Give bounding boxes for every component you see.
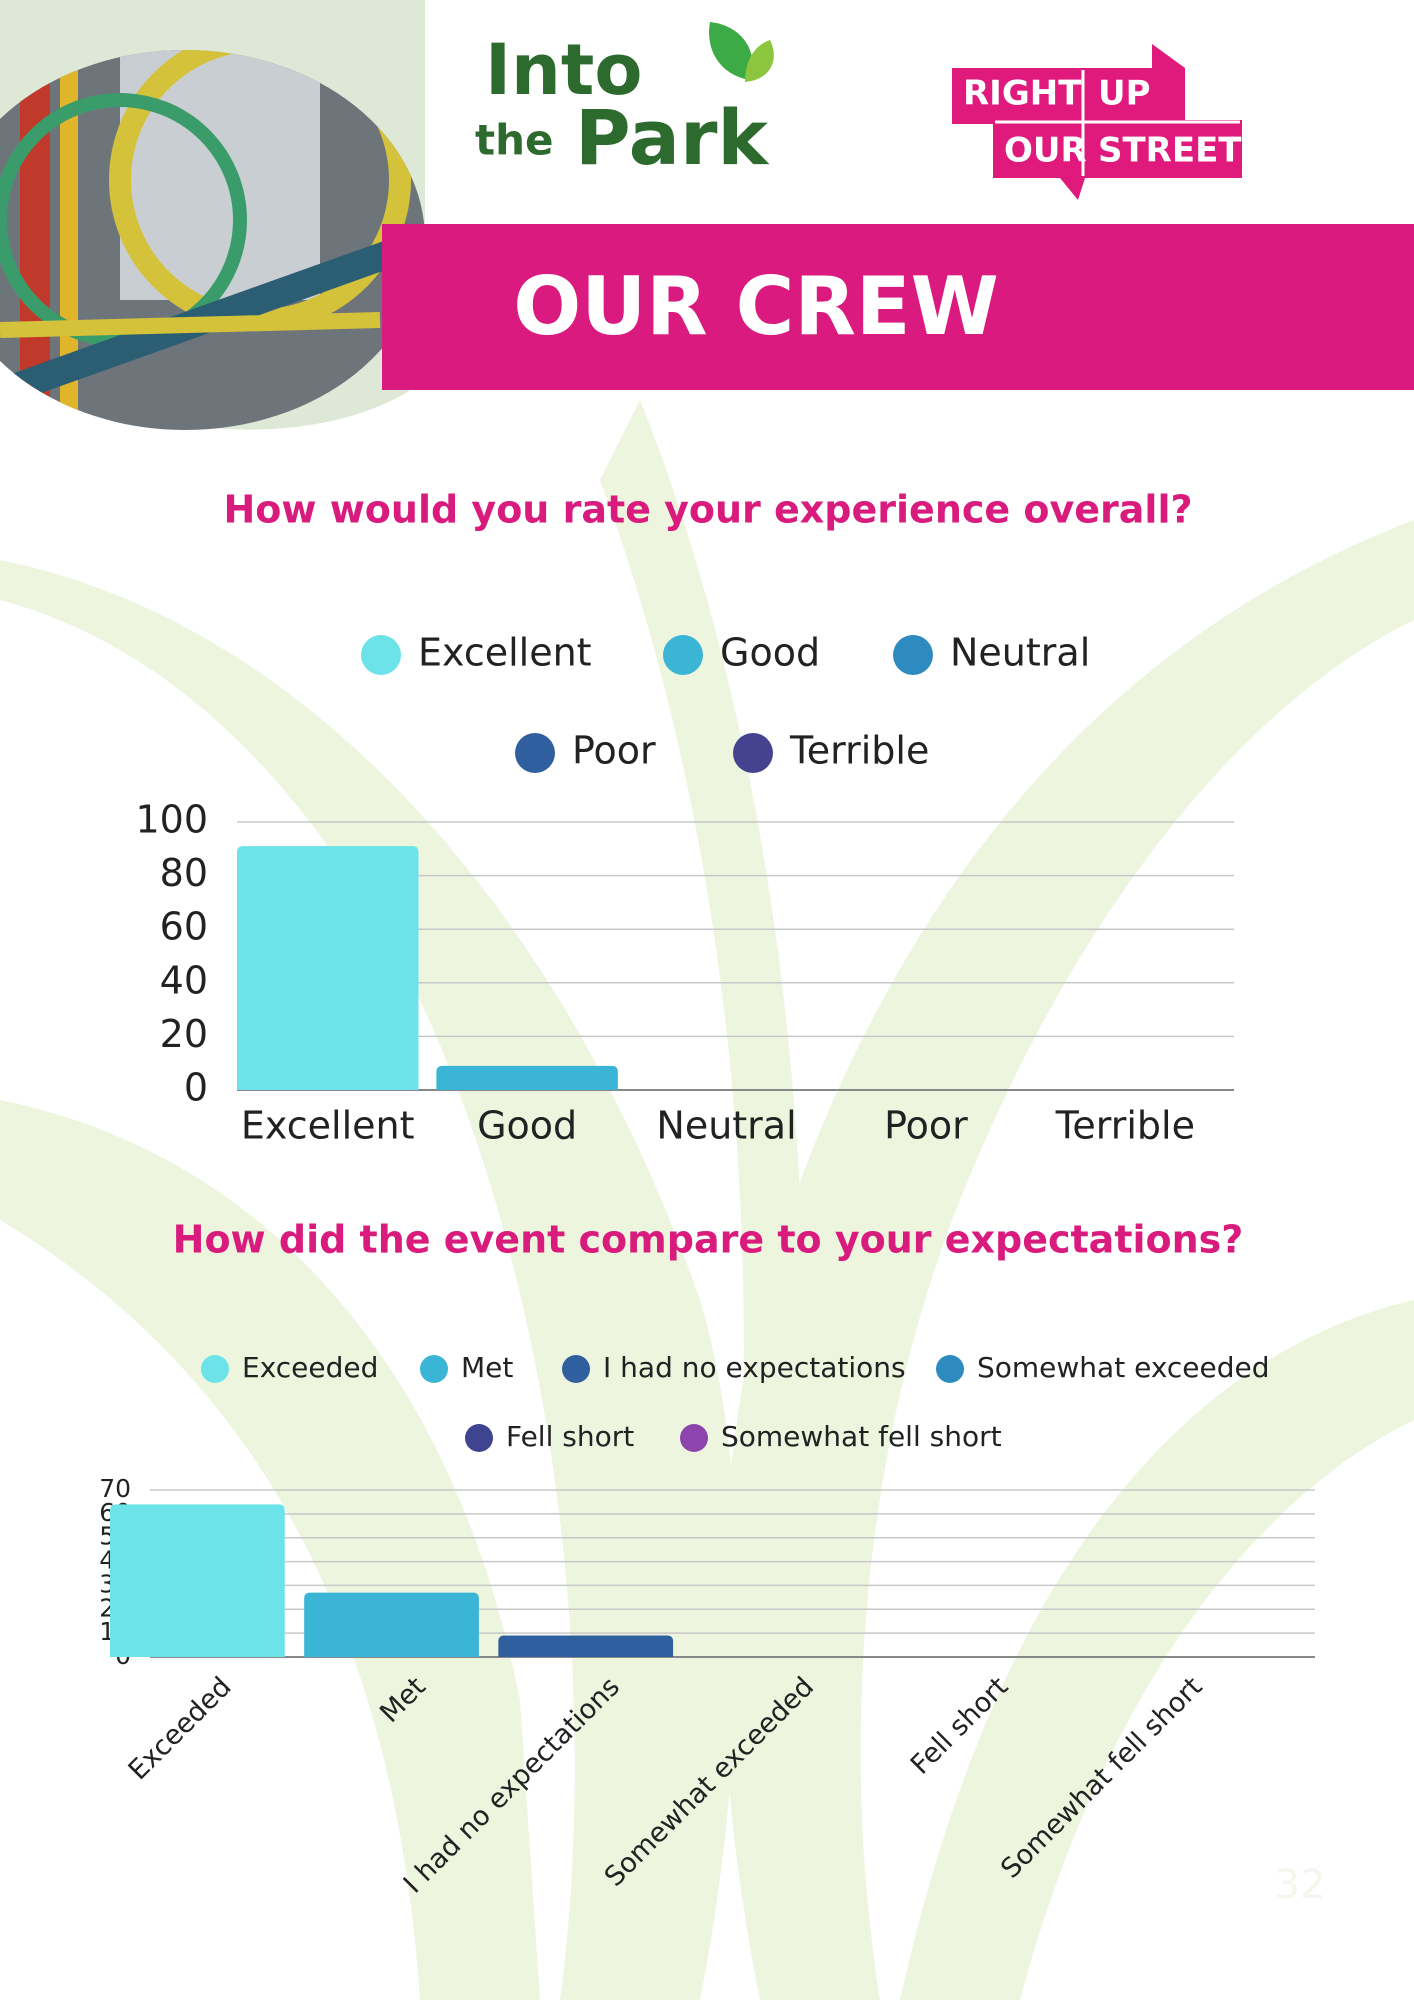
logo-text: STREET: [1098, 131, 1242, 171]
logo-text: RIGHT: [963, 74, 1082, 114]
legend-label: Somewhat exceeded: [977, 1351, 1270, 1384]
legend-label: Met: [461, 1351, 513, 1384]
logo-into-the-park: Into the Park: [475, 22, 774, 182]
x-tick-label: Terrible: [1055, 1104, 1195, 1148]
chart-title: How did the event compare to your expect…: [173, 1218, 1244, 1262]
legend-label: Fell short: [506, 1420, 634, 1453]
y-tick-label: 60: [160, 905, 208, 949]
chart: How would you rate your experience overa…: [135, 488, 1234, 1148]
y-tick-label: 20: [160, 1012, 208, 1056]
y-tick-label: 80: [160, 851, 208, 895]
x-tick-label: Excellent: [241, 1104, 415, 1148]
legend-marker: [465, 1424, 493, 1452]
logo-leaf: [745, 40, 774, 82]
legend-label: Somewhat fell short: [721, 1420, 1002, 1453]
logo-text: UP: [1098, 74, 1151, 114]
legend-label: Poor: [572, 729, 656, 773]
logo-text: OUR: [1004, 131, 1087, 171]
y-tick-label: 100: [135, 798, 208, 842]
page-number: 32: [1275, 1862, 1326, 1908]
legend-marker: [893, 635, 933, 675]
chart-title: How would you rate your experience overa…: [223, 488, 1192, 532]
legend-marker: [361, 635, 401, 675]
x-tick-label: Exceeded: [123, 1671, 238, 1786]
header-photo: [0, 0, 425, 430]
x-tick-label: Good: [477, 1104, 577, 1148]
section-band: [382, 224, 1414, 390]
legend-marker: [420, 1355, 448, 1383]
y-tick-label: 0: [184, 1066, 208, 1110]
legend-marker: [680, 1424, 708, 1452]
bar: [237, 846, 419, 1090]
logo-leaf: [709, 22, 753, 80]
legend-label: Excellent: [418, 631, 592, 675]
bar: [436, 1065, 618, 1090]
legend-marker: [733, 733, 773, 773]
legend-label: I had no expectations: [603, 1351, 906, 1384]
background-leaves: [0, 400, 1414, 2000]
y-tick-label: 70: [99, 1474, 131, 1503]
legend-label: Good: [720, 631, 820, 675]
legend-label: Neutral: [950, 631, 1090, 675]
legend-label: Exceeded: [242, 1351, 378, 1384]
logo-right-up-our-street: RIGHT UP OUR STREET: [952, 44, 1242, 200]
logo-text: Into: [485, 29, 642, 111]
x-tick-label: Poor: [884, 1104, 968, 1148]
bar: [498, 1635, 674, 1657]
legend-label: Terrible: [789, 729, 929, 773]
x-tick-label: Neutral: [656, 1104, 796, 1148]
section-title: OUR CREW: [513, 260, 999, 353]
bar: [304, 1592, 479, 1657]
legend-marker: [515, 733, 555, 773]
y-tick-label: 40: [160, 958, 208, 1002]
bar: [110, 1504, 285, 1657]
legend-marker: [562, 1355, 590, 1383]
legend-marker: [936, 1355, 964, 1383]
logo-text: Park: [575, 93, 769, 182]
legend-marker: [663, 635, 703, 675]
logo-text: the: [475, 116, 553, 165]
legend-marker: [201, 1355, 229, 1383]
